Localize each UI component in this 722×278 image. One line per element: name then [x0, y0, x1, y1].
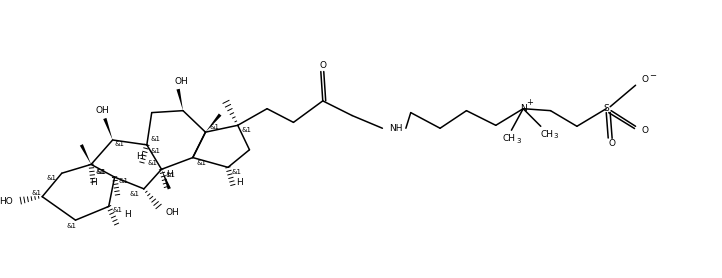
Text: O: O: [608, 139, 615, 148]
Text: HO: HO: [0, 197, 13, 206]
Text: &1: &1: [209, 124, 219, 130]
Text: S: S: [604, 104, 609, 113]
Polygon shape: [206, 113, 222, 132]
Text: &1: &1: [130, 191, 140, 197]
Text: &1: &1: [242, 127, 252, 133]
Text: &1: &1: [118, 178, 129, 184]
Text: H: H: [236, 178, 243, 187]
Text: N: N: [520, 104, 526, 113]
Text: CH: CH: [503, 133, 516, 143]
Text: H: H: [124, 210, 131, 219]
Text: OH: OH: [174, 77, 188, 86]
Text: +: +: [526, 98, 534, 107]
Text: &1: &1: [115, 141, 125, 147]
Text: OH: OH: [96, 106, 110, 115]
Text: &1: &1: [96, 169, 106, 175]
Polygon shape: [176, 89, 183, 111]
Text: OH: OH: [165, 208, 179, 217]
Text: H: H: [166, 170, 173, 179]
Text: O: O: [641, 75, 648, 84]
Polygon shape: [80, 144, 91, 164]
Text: O: O: [641, 126, 648, 135]
Text: &1: &1: [113, 207, 123, 213]
Text: CH: CH: [540, 130, 553, 139]
Text: &1: &1: [95, 169, 105, 175]
Text: &1: &1: [66, 223, 77, 229]
Text: &1: &1: [31, 190, 41, 196]
Text: &1: &1: [196, 160, 206, 167]
Text: H: H: [90, 178, 97, 187]
Text: 3: 3: [554, 133, 558, 139]
Text: NH: NH: [389, 124, 403, 133]
Polygon shape: [103, 118, 113, 140]
Text: &1: &1: [165, 172, 175, 178]
Text: 3: 3: [516, 138, 521, 144]
Text: &1: &1: [232, 169, 242, 175]
Text: &1: &1: [47, 175, 57, 181]
Text: &1: &1: [151, 148, 161, 154]
Polygon shape: [162, 169, 171, 190]
Text: &1: &1: [147, 160, 157, 167]
Text: H: H: [136, 152, 142, 161]
Text: −: −: [649, 71, 656, 80]
Text: &1: &1: [151, 136, 161, 142]
Text: O: O: [319, 61, 326, 70]
